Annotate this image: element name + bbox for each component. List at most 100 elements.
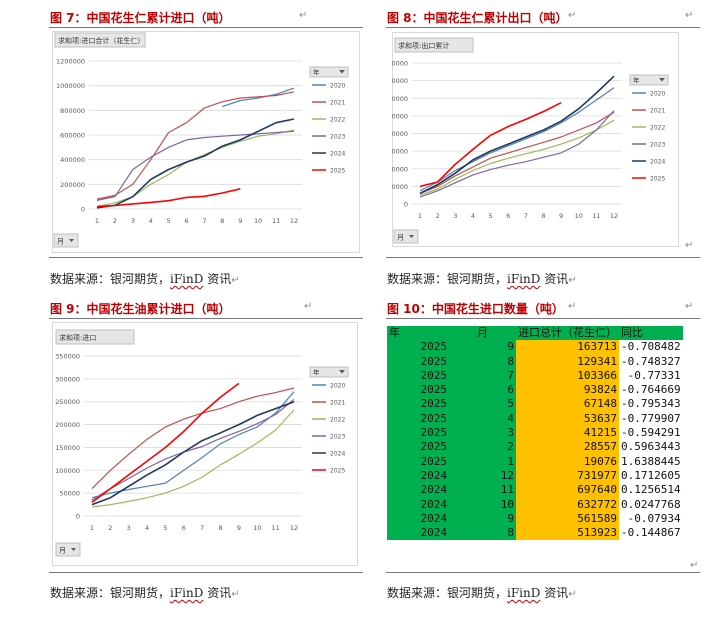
table-row: 2025 1 19076 1.6388445 xyxy=(387,454,683,469)
series-line-2025 xyxy=(91,382,240,503)
legend-label: 2022 xyxy=(330,416,345,423)
series-line-2024 xyxy=(419,75,615,195)
field-button-label: 求和项:出口累计 xyxy=(398,41,449,50)
x-tick-label: 6 xyxy=(182,524,186,532)
series-line-2022 xyxy=(91,409,295,508)
field-button[interactable] xyxy=(394,37,474,53)
table-cell: 67148 xyxy=(516,397,619,412)
x-tick-label: 2 xyxy=(108,524,112,532)
table-cell: -0.144867 xyxy=(619,526,683,541)
table-cell: 103366 xyxy=(516,368,619,384)
filter-icon xyxy=(339,370,345,374)
table-cell: -0.07934 xyxy=(619,511,683,527)
x-tick-label: 7 xyxy=(202,217,206,225)
table-cell: 0.1256514 xyxy=(619,483,683,498)
chevron-down-icon xyxy=(69,239,74,242)
axis-field-button[interactable] xyxy=(55,542,81,557)
table-cell: 8 xyxy=(449,526,516,541)
table-row: 2024 12 731977 0.1712605 xyxy=(387,468,683,484)
legend-filter-button[interactable] xyxy=(629,74,669,86)
paragraph-mark: ↵ xyxy=(304,301,313,312)
table-cell: 2024 xyxy=(387,511,449,527)
axis-field-label: 月 xyxy=(397,234,404,242)
table-cell: 0.1712605 xyxy=(619,468,683,484)
series-line-2020 xyxy=(222,87,295,108)
table-cell: 10 xyxy=(449,497,516,512)
y-tick-label: 40000 xyxy=(392,165,408,173)
table-row: 2025 3 41215 -0.594291 xyxy=(387,426,683,441)
table-cell: 28557 xyxy=(516,440,619,455)
table-cell: 2025 xyxy=(387,411,449,427)
table-cell: -0.77331 xyxy=(619,368,683,384)
source-prefix: 数据来源：银河期货， xyxy=(387,272,508,286)
table-cell: 513923 xyxy=(516,526,619,541)
source-note: 数据来源：银河期货，iFinD 资讯↵ xyxy=(50,270,240,287)
legend-filter-button[interactable] xyxy=(309,366,349,378)
divider xyxy=(386,572,700,573)
x-tick-label: 1 xyxy=(95,217,99,225)
x-tick-label: 11 xyxy=(272,217,280,225)
legend-label: 2020 xyxy=(650,90,665,97)
legend-label: 2025 xyxy=(650,175,665,182)
legend-label: 2020 xyxy=(330,82,345,89)
table-cell: -0.748327 xyxy=(619,354,683,369)
x-tick-label: 7 xyxy=(200,524,204,532)
field-button[interactable] xyxy=(55,329,135,345)
divider xyxy=(49,572,363,573)
x-tick-label: 4 xyxy=(145,524,149,532)
y-tick-label: 0 xyxy=(76,513,80,521)
paragraph-mark: ↵ xyxy=(568,10,577,21)
source-ifind: iFinD xyxy=(507,586,541,600)
x-tick-label: 5 xyxy=(163,524,167,532)
x-tick-label: 3 xyxy=(453,212,457,220)
x-tick-label: 3 xyxy=(127,524,131,532)
table-cell: 163713 xyxy=(516,340,619,355)
table-cell: 1 xyxy=(449,454,516,469)
legend-label: 2023 xyxy=(330,433,345,440)
field-button[interactable] xyxy=(54,32,146,48)
table-cell: 2025 xyxy=(387,340,449,355)
source-prefix: 数据来源：银河期货， xyxy=(387,586,508,600)
y-tick-label: 300000 xyxy=(55,375,80,383)
y-tick-label: 400000 xyxy=(60,156,85,164)
table-cell: 12 xyxy=(449,468,516,484)
table-header-cell: 年 xyxy=(387,326,449,341)
x-tick-label: 1 xyxy=(90,524,94,532)
divider xyxy=(386,257,700,258)
table-cell: 2025 xyxy=(387,426,449,441)
y-tick-label: 200000 xyxy=(55,421,80,429)
divider xyxy=(386,318,700,319)
table-cell: 5 xyxy=(449,397,516,412)
y-tick-label: 20000 xyxy=(392,183,408,191)
table-cell: 7 xyxy=(449,368,516,384)
x-tick-label: 8 xyxy=(218,524,222,532)
legend-filter-button[interactable] xyxy=(309,66,349,78)
x-tick-label: 3 xyxy=(131,217,135,225)
fig7-chart: 求和项:进口合计（花生仁） 0 200000 400000 600000 800000 10… xyxy=(52,31,360,253)
table-cell: 4 xyxy=(449,411,516,427)
y-tick-label: 160000 xyxy=(392,60,408,68)
table-cell: -0.779907 xyxy=(619,411,683,427)
y-tick-label: 200000 xyxy=(60,181,85,189)
x-tick-label: 2 xyxy=(113,217,117,225)
y-tick-label: 1000000 xyxy=(56,82,85,90)
source-ifind: iFinD xyxy=(170,586,204,600)
axis-field-button[interactable] xyxy=(53,233,79,248)
source-suffix: 资讯 xyxy=(540,272,569,286)
table-cell: 2025 xyxy=(387,383,449,398)
paragraph-mark: ↵ xyxy=(685,301,694,312)
source-suffix: 资讯 xyxy=(203,272,232,286)
axis-field-button[interactable] xyxy=(393,229,419,244)
field-button-label: 求和项:进口 xyxy=(59,333,96,342)
table-cell: 9 xyxy=(449,340,516,355)
x-tick-label: 6 xyxy=(184,217,188,225)
y-tick-label: 120000 xyxy=(392,95,408,103)
import-table: 年月进口总计（花生仁） 同比 2025 9 163713 -0.708482 2025 8 12… xyxy=(387,326,683,541)
table-cell: 2025 xyxy=(387,397,449,412)
y-tick-label: 600000 xyxy=(60,132,85,140)
legend-label: 2023 xyxy=(650,141,665,148)
source-prefix: 数据来源：银河期货， xyxy=(50,272,171,286)
table-cell: -0.764669 xyxy=(619,383,683,398)
filter-icon xyxy=(659,78,665,82)
fig8-chart: 求和项:出口累计 0 20000 40000 60000 80000 100000 12000… xyxy=(392,32,679,247)
